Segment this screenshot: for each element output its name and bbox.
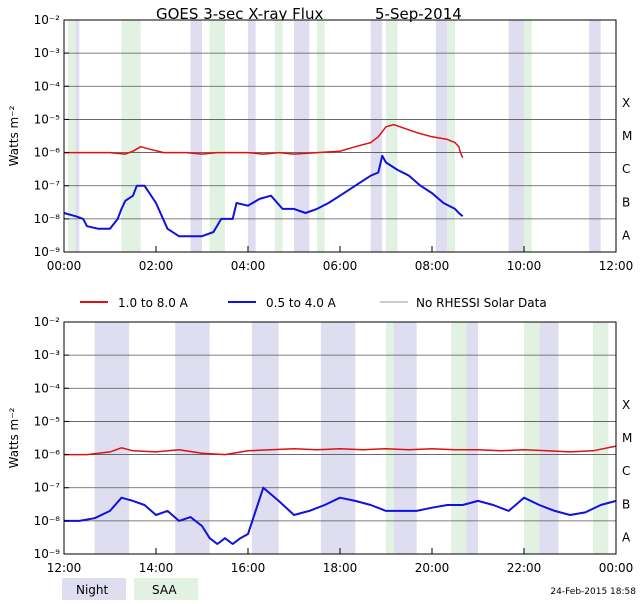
flare-class-label: X [622,96,630,110]
y-tick-label: 10⁻⁹ [34,547,61,561]
generated-timestamp: 24-Feb-2015 18:58 [550,587,636,597]
night-swatch [62,578,126,600]
legend-long-label: 1.0 to 8.0 A [118,296,189,310]
x-tick-label: 00:00 [47,259,82,273]
footer: Night SAA 24-Feb-2015 18:58 [62,578,636,600]
x-tick-label: 04:00 [231,259,266,273]
series-line-short [64,486,617,545]
series-line-long [64,123,464,159]
y-tick-label: 10⁻³ [34,348,61,362]
saa-band [593,322,609,554]
saa-band [121,20,141,252]
x-tick-label: 10:00 [507,259,542,273]
x-tick-label: 18:00 [323,561,358,575]
night-band [370,20,383,252]
night-band [589,20,601,252]
x-tick-label: 00:00 [599,561,634,575]
y-tick-label: 10⁻² [34,315,61,329]
y-axis-label: Watts m⁻² [7,105,21,166]
y-tick-label: 10⁻⁷ [34,179,61,193]
flare-class-label: M [622,129,632,143]
plot-frame [63,19,617,253]
x-tick-label: 20:00 [415,561,450,575]
y-tick-label: 10⁻⁹ [34,245,61,259]
y-tick-label: 10⁻⁶ [34,146,61,160]
flare-class-label: M [622,431,632,445]
series-line-long [64,445,617,456]
saa-band [524,322,540,554]
y-tick-label: 10⁻⁵ [34,414,61,428]
panel-bottom: 10⁻⁹ 10⁻⁸ 10⁻⁷ 10⁻⁶ 10⁻⁵ 10⁻⁴ 10⁻³ 10⁻² 12:00 14:… [7,315,633,575]
saa-swatch [134,578,198,600]
saa-band [447,20,455,252]
y-tick-label: 10⁻⁸ [34,514,61,528]
flare-class-label: C [622,162,630,176]
saa-band [451,322,467,554]
x-tick-label: 12:00 [599,259,634,273]
flare-class-label: B [622,497,630,511]
legend: 1.0 to 8.0 A 0.5 to 4.0 A No RHESSI Sola… [80,296,547,310]
night-band [539,322,559,554]
legend-short-label: 0.5 to 4.0 A [266,296,337,310]
y-tick-label: 10⁻² [34,13,61,27]
saa-band [524,20,532,252]
x-tick-label: 06:00 [323,259,358,273]
x-tick-label: 12:00 [47,561,82,575]
x-tick-label: 02:00 [139,259,174,273]
night-band [435,20,448,252]
x-tick-label: 22:00 [507,561,542,575]
night-band [248,20,256,252]
night-band [393,322,417,554]
x-tick-label: 16:00 [231,561,266,575]
y-tick-label: 10⁻⁶ [34,448,61,462]
y-tick-label: 10⁻⁴ [34,381,61,395]
saa-label: SAA [152,583,177,597]
night-band [294,20,310,252]
saa-band [386,322,394,554]
flare-class-label: X [622,398,630,412]
y-tick-label: 10⁻⁴ [34,79,61,93]
night-band [94,322,130,554]
y-tick-label: 10⁻⁷ [34,481,61,495]
night-band [466,322,478,554]
night-label: Night [76,583,109,597]
saa-band [386,20,398,252]
x-tick-label: 08:00 [415,259,450,273]
y-tick-label: 10⁻⁵ [34,112,61,126]
y-axis-label: Watts m⁻² [7,407,21,468]
series-line-short [63,154,464,238]
saa-band [317,20,325,252]
night-band [190,20,202,252]
flare-class-label: A [622,228,631,242]
flare-class-label: A [622,530,631,544]
saa-band [67,20,76,252]
y-tick-label: 10⁻⁸ [34,212,61,226]
flare-class-label: C [622,464,630,478]
night-band [251,322,279,554]
night-band [508,20,524,252]
x-tick-label: 14:00 [139,561,174,575]
legend-nodata-label: No RHESSI Solar Data [416,296,547,310]
saa-band [274,20,283,252]
chart-date: 5-Sep-2014 [375,5,462,23]
chart-title: GOES 3-sec X-ray Flux [156,5,323,23]
night-band [175,322,210,554]
panel-top: 10⁻⁹ 10⁻⁸ 10⁻⁷ 10⁻⁶ 10⁻⁵ 10⁻⁴ 10⁻³ 10⁻² 00:00 02:… [7,13,633,273]
night-band [320,322,356,554]
y-tick-label: 10⁻³ [34,46,61,60]
saa-band [209,20,225,252]
flare-class-label: B [622,195,630,209]
